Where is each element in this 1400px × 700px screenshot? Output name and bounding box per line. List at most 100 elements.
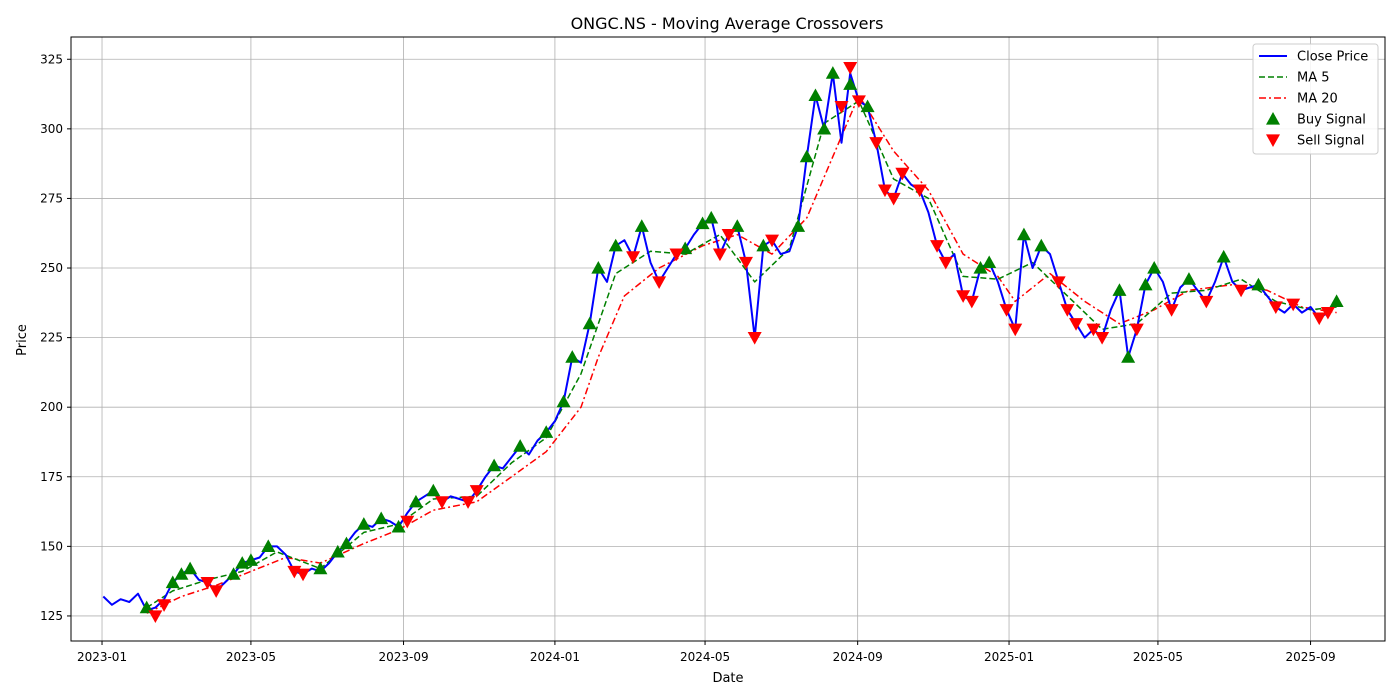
buy-signal-marker (1147, 261, 1162, 274)
legend-label: Close Price (1297, 50, 1368, 65)
buy-signal-marker (174, 567, 189, 580)
x-tick-label: 2025-05 (1133, 650, 1183, 664)
buy-signal-marker (817, 121, 832, 135)
sell-signal-marker (869, 137, 884, 150)
buy-signal-marker (261, 539, 276, 552)
x-axis-ticks: 2023-01 2023-05 2023-09 2024-01 2024-05 2024-… (77, 641, 1336, 664)
buy-signal-marker (860, 99, 875, 113)
buy-signal-marker (339, 536, 354, 550)
y-tick-label: 300 (40, 122, 63, 136)
buy-signal-marker (183, 561, 198, 575)
sell-signal-marker (626, 251, 641, 264)
buy-signal-marker (165, 575, 180, 589)
legend: Close Price MA 5 MA 20 Buy Signal Sell Signa… (1252, 43, 1379, 155)
y-tick-label: 125 (40, 609, 63, 623)
sell-signal-marker (765, 234, 780, 248)
sell-signal-marker (912, 184, 927, 198)
sell-signal-marker (400, 515, 415, 529)
y-tick-label: 275 (40, 191, 63, 205)
y-tick-label: 250 (40, 261, 63, 275)
y-tick-label: 325 (40, 52, 63, 66)
signal-markers (139, 62, 1344, 623)
sell-signal-marker (1164, 304, 1179, 317)
sell-signal-marker (1286, 298, 1301, 312)
sell-signal-marker (209, 585, 224, 598)
plot-frame (70, 36, 1386, 642)
sell-signal-marker (1234, 284, 1249, 298)
x-axis-label: Date (712, 671, 743, 686)
buy-signal-marker (1181, 272, 1196, 285)
buy-signal-marker (487, 458, 502, 472)
sell-signal-marker (964, 295, 979, 309)
buy-signal-marker (243, 553, 258, 566)
buy-signal-marker (1216, 249, 1231, 263)
y-tick-label: 175 (40, 470, 63, 484)
legend-box (1252, 43, 1379, 155)
buy-signal-marker (539, 425, 554, 438)
buy-signal-marker (843, 77, 858, 90)
buy-signal-marker (226, 567, 241, 580)
buy-signal-marker (582, 316, 597, 330)
sell-signal-marker (1199, 295, 1214, 309)
sell-signal-marker (895, 167, 910, 181)
legend-label: Sell Signal (1297, 134, 1365, 149)
buy-signal-marker (695, 216, 710, 230)
sell-signal-marker (1069, 318, 1084, 331)
sell-signal-marker (200, 576, 215, 590)
buy-signal-marker (634, 219, 649, 232)
sell-signal-marker (148, 610, 163, 623)
buy-signal-marker (1329, 294, 1344, 308)
buy-signal-marker (591, 261, 606, 274)
sell-signal-marker (296, 568, 311, 582)
sell-signal-marker (938, 256, 953, 270)
sell-signal-marker (1051, 276, 1066, 289)
legend-label: Buy Signal (1297, 113, 1366, 128)
x-tick-label: 2024-09 (833, 650, 883, 664)
buy-signal-marker (1121, 350, 1136, 363)
sell-signal-marker (877, 184, 892, 198)
y-tick-label: 200 (40, 400, 63, 414)
buy-signal-marker (374, 511, 389, 525)
buy-signal-marker (791, 219, 806, 232)
sell-signal-marker (747, 332, 762, 345)
y-axis-label: Price (15, 324, 30, 356)
x-tick-label: 2024-05 (680, 650, 730, 664)
sell-signal-marker (1129, 323, 1144, 337)
legend-swatch (1266, 112, 1280, 125)
sell-signal-marker (1086, 323, 1101, 337)
grid (71, 37, 1385, 641)
sell-signal-marker (930, 240, 945, 253)
buy-signal-marker (1251, 277, 1266, 291)
sell-signal-marker (999, 304, 1014, 317)
buy-signal-marker (608, 238, 623, 252)
buy-signal-marker (1016, 227, 1031, 241)
sell-signal-marker (1095, 332, 1110, 345)
buy-signal-marker (313, 561, 328, 575)
sell-signal-marker (712, 248, 727, 262)
buy-signal-marker (704, 210, 719, 224)
sell-signal-marker (469, 485, 484, 498)
series-line-ma-20 (146, 94, 1337, 614)
buy-signal-marker (565, 350, 580, 363)
sell-signal-marker (721, 229, 736, 242)
buy-signal-marker (391, 519, 406, 533)
buy-signal-marker (139, 600, 154, 614)
buy-signal-marker (808, 88, 823, 102)
sell-signal-marker (956, 290, 971, 303)
buy-signal-marker (799, 149, 814, 163)
sell-signal-marker (851, 95, 866, 109)
buy-signal-marker (973, 261, 988, 274)
buy-signal-marker (356, 517, 371, 530)
x-tick-label: 2024-01 (530, 650, 580, 664)
legend-label: MA 20 (1297, 92, 1338, 107)
sell-signal-marker (843, 62, 858, 75)
sell-signal-marker (1312, 312, 1327, 326)
sell-signal-marker (1268, 301, 1283, 314)
buy-signal-marker (982, 255, 997, 269)
sell-signal-marker (1320, 306, 1335, 320)
buy-signal-marker (408, 494, 423, 508)
y-axis-ticks: 125 150 175 200 225 250 275 300 325 (40, 52, 71, 623)
sell-signal-marker (434, 496, 449, 509)
y-tick-label: 225 (40, 331, 63, 345)
